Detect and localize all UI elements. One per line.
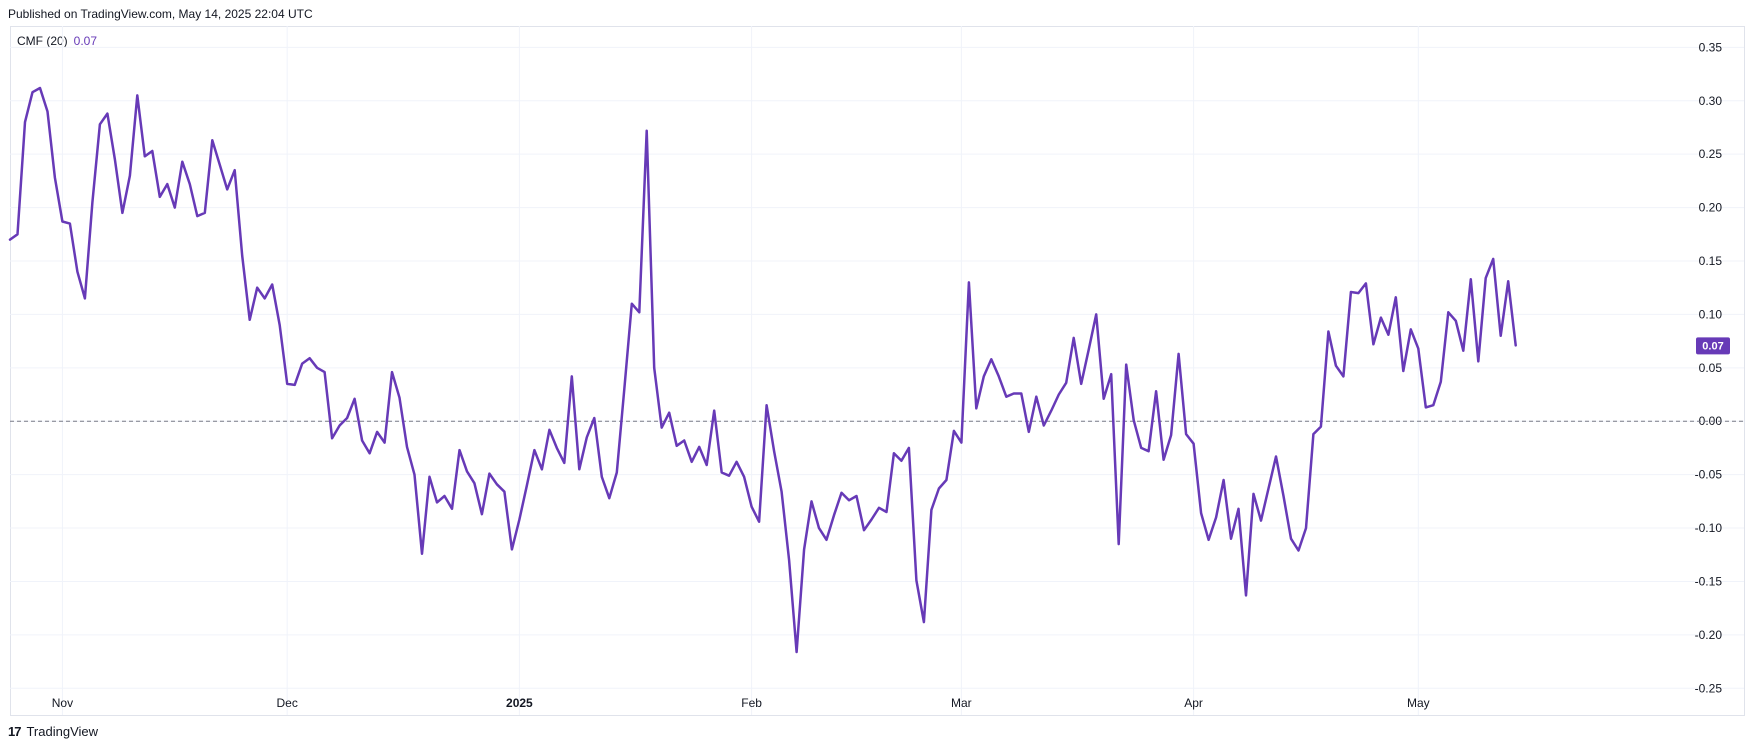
tradingview-brand[interactable]: 17 TradingView	[8, 724, 98, 739]
published-caption: Published on TradingView.com, May 14, 20…	[8, 7, 313, 21]
y-tick-label: 0.05	[1699, 361, 1723, 375]
y-tick-label: 0.30	[1699, 94, 1723, 108]
last-value-badge	[1696, 337, 1730, 355]
y-tick-label: 0.25	[1699, 147, 1723, 161]
x-axis: Nov Dec 2025 Feb Mar Apr May	[52, 696, 1430, 710]
brand-name: TradingView	[26, 724, 99, 739]
plot-area	[8, 86, 1517, 654]
tradingview-logo-icon: 17	[8, 724, 22, 739]
y-tick-label: 0.20	[1699, 201, 1723, 215]
y-tick-label: 0.00	[1699, 414, 1723, 428]
x-tick-label: 2025	[506, 696, 533, 710]
indicator-legend[interactable]: CMF (20) 0.07	[17, 34, 97, 48]
y-axis: 0.35 0.30 0.25 0.20 0.15 0.10 0.05 0.00 -0.05 -0.…	[1695, 40, 1723, 695]
x-tick-label: Dec	[276, 696, 297, 710]
x-tick-label: Mar	[951, 696, 972, 710]
y-tick-label: 0.10	[1699, 307, 1723, 321]
last-value-marker: 0.07	[1696, 337, 1730, 355]
y-tick-label: -0.05	[1695, 468, 1723, 482]
y-tick-label: -0.25	[1695, 681, 1723, 695]
chart-frame	[10, 26, 1745, 716]
y-tick-label: -0.20	[1695, 628, 1723, 642]
y-tick-label: 0.15	[1699, 254, 1723, 268]
x-tick-label: Feb	[741, 696, 762, 710]
gridlines	[10, 26, 1744, 715]
y-tick-label: 0.35	[1699, 40, 1723, 54]
x-tick-label: May	[1407, 696, 1430, 710]
x-tick-label: Nov	[52, 696, 73, 710]
y-tick-label: -0.10	[1695, 521, 1723, 535]
y-tick-label: -0.15	[1695, 574, 1723, 588]
indicator-value: 0.07	[73, 34, 98, 48]
x-tick-label: Apr	[1184, 696, 1203, 710]
indicator-name: CMF (20)	[17, 34, 68, 48]
last-value-label: 0.07	[1702, 340, 1723, 352]
cmf-line	[8, 86, 1517, 654]
